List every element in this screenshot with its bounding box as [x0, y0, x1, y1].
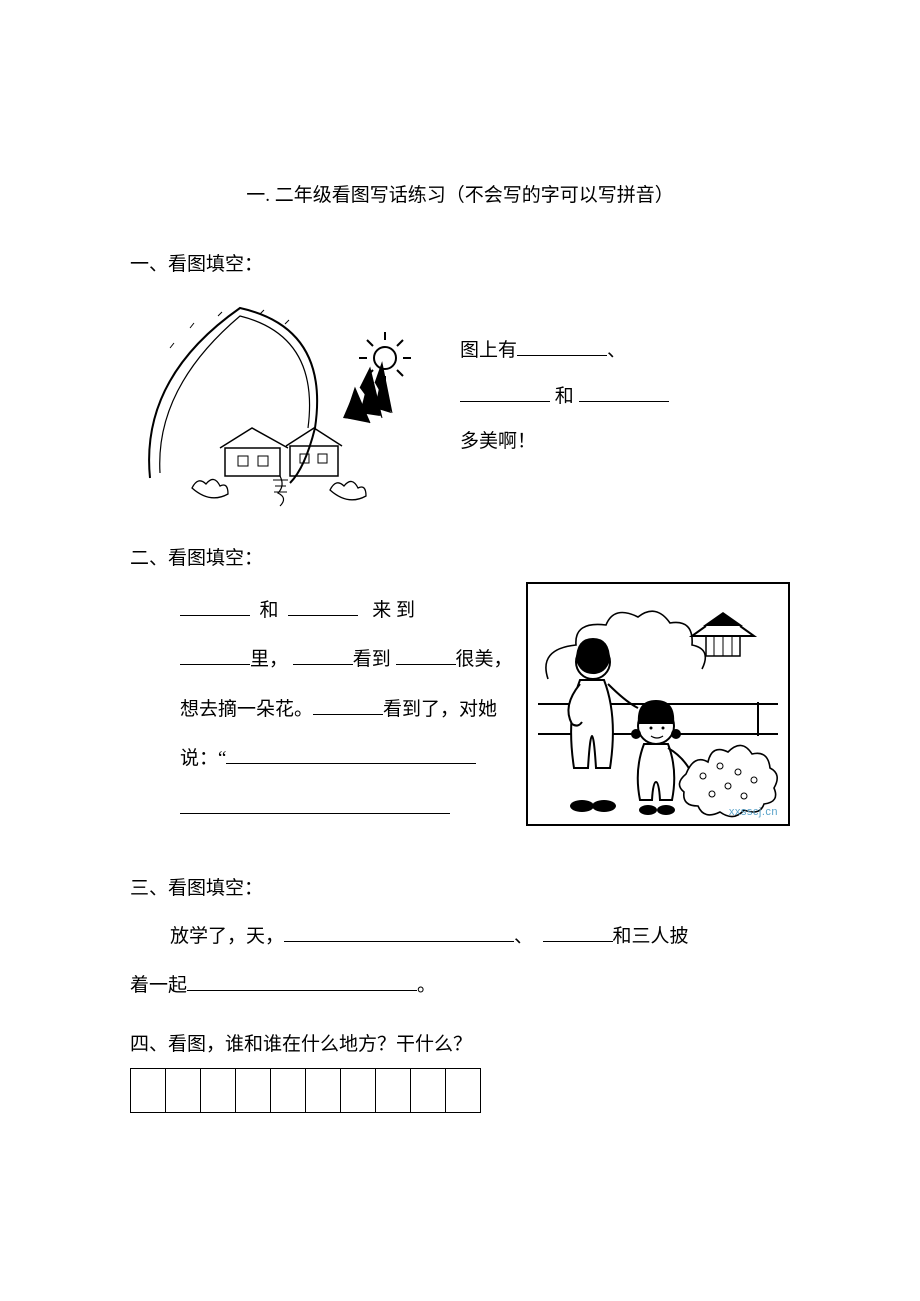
- mountain-scene-illustration: [130, 288, 420, 513]
- section-2-row: 和 来 到 里， 看到 很美， 想去摘一朵花。 看到了，对她 说：“: [130, 582, 790, 833]
- s1-label-1: 图上有: [460, 340, 517, 361]
- blank-line[interactable]: [293, 644, 353, 666]
- s2-label-6: 想去摘一朵花。: [180, 699, 313, 720]
- blank-line[interactable]: [579, 380, 669, 402]
- section-1-text: 图上有、 和 多美啊！: [460, 288, 669, 465]
- section-1-head: 一、看图填空：: [130, 249, 790, 276]
- s3-label-3: 和三人披: [613, 926, 689, 947]
- section-3-text: 放学了，天， 、 和三人披 着一起 。: [130, 912, 790, 1011]
- grid-cell[interactable]: [445, 1068, 481, 1113]
- blank-line[interactable]: [396, 644, 456, 666]
- s2-label-3: 里，: [250, 649, 288, 670]
- section-3-head: 三、看图填空：: [130, 873, 790, 900]
- blank-line[interactable]: [187, 969, 417, 991]
- s2-label-4: 看到: [353, 649, 391, 670]
- grid-cell[interactable]: [375, 1068, 411, 1113]
- section-1-row: 图上有、 和 多美啊！: [130, 288, 790, 513]
- worksheet-page: 一. 二年级看图写话练习（不会写的字可以写拼音） 一、看图填空：: [0, 0, 920, 1173]
- writing-grid: [130, 1068, 790, 1113]
- image-watermark: xxsscj.cn: [729, 806, 778, 818]
- blank-line[interactable]: [180, 644, 250, 666]
- grid-cell[interactable]: [410, 1068, 446, 1113]
- s3-label-4: 着一起: [130, 975, 187, 996]
- s3-label-5: 。: [417, 975, 436, 996]
- blank-line[interactable]: [226, 742, 476, 764]
- grid-cell[interactable]: [200, 1068, 236, 1113]
- s2-label-5: 很美，: [456, 649, 513, 670]
- section-4-head: 四、看图，谁和谁在什么地方？干什么？: [130, 1029, 790, 1056]
- garden-scene-illustration: xxsscj.cn: [526, 582, 790, 826]
- s2-label-2: 来 到: [372, 600, 415, 621]
- s2-label-7: 看到了，对她: [383, 699, 497, 720]
- blank-line[interactable]: [313, 693, 383, 715]
- s2-label-8: 说：“: [180, 748, 226, 769]
- blank-line[interactable]: [517, 334, 607, 356]
- grid-cell[interactable]: [235, 1068, 271, 1113]
- grid-cell[interactable]: [165, 1068, 201, 1113]
- blank-line[interactable]: [180, 594, 250, 616]
- section-2-text: 和 来 到 里， 看到 很美， 想去摘一朵花。 看到了，对她 说：“: [130, 582, 514, 833]
- section-2-head: 二、看图填空：: [130, 543, 790, 570]
- grid-cell[interactable]: [340, 1068, 376, 1113]
- s1-label-2: 和: [555, 386, 574, 407]
- grid-cell[interactable]: [130, 1068, 166, 1113]
- page-title: 一. 二年级看图写话练习（不会写的字可以写拼音）: [130, 180, 790, 207]
- blank-line[interactable]: [284, 920, 514, 942]
- blank-line[interactable]: [543, 920, 613, 942]
- s3-label-1: 放学了，天，: [170, 926, 284, 947]
- s1-label-3: 多美啊！: [460, 431, 536, 452]
- blank-line[interactable]: [460, 380, 550, 402]
- s3-label-2: 、: [514, 926, 533, 947]
- blank-line[interactable]: [180, 792, 450, 814]
- s2-label-1: 和: [260, 600, 279, 621]
- grid-cell[interactable]: [305, 1068, 341, 1113]
- blank-line[interactable]: [288, 594, 358, 616]
- grid-cell[interactable]: [270, 1068, 306, 1113]
